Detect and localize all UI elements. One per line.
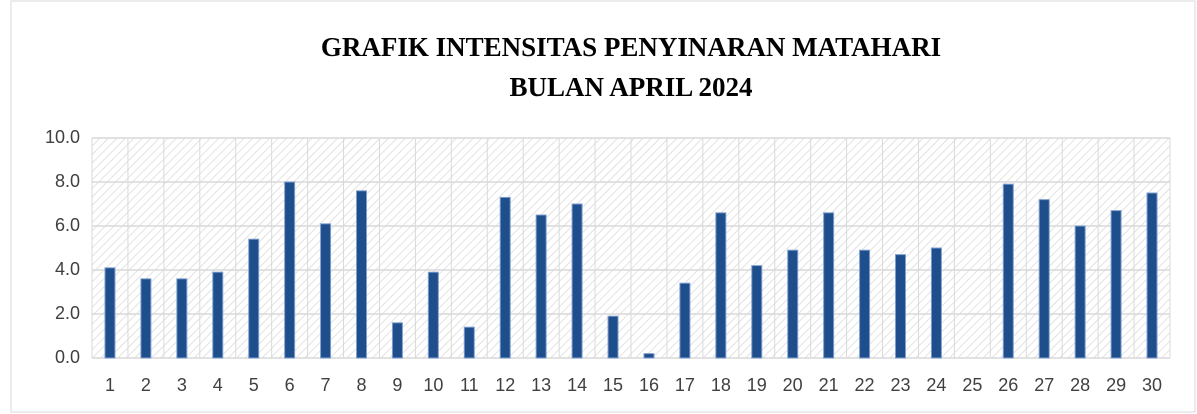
bar — [320, 223, 332, 359]
x-tick-label: 17 — [675, 375, 695, 395]
x-tick-label: 6 — [285, 375, 295, 395]
bar — [427, 271, 439, 359]
y-tick-label: 10.0 — [45, 127, 80, 147]
x-tick-label: 19 — [747, 375, 767, 395]
y-tick-label: 8.0 — [55, 171, 80, 191]
chart-title: GRAFIK INTENSITAS PENYINARAN MATAHARI — [321, 32, 941, 62]
bar — [1038, 199, 1050, 359]
y-tick-label: 4.0 — [55, 259, 80, 279]
x-tick-label: 27 — [1034, 375, 1054, 395]
bar — [643, 353, 655, 359]
x-tick-label: 1 — [105, 375, 115, 395]
y-tick-label: 0.0 — [55, 347, 80, 367]
bar — [1002, 183, 1014, 359]
bar — [895, 254, 906, 359]
chart-title: BULAN APRIL 2024 — [509, 72, 752, 102]
x-tick-label: 4 — [213, 375, 223, 395]
bar — [284, 181, 296, 359]
bar — [499, 196, 511, 359]
x-tick-label: 26 — [998, 375, 1018, 395]
y-tick-label: 2.0 — [55, 303, 80, 323]
bar — [140, 278, 152, 359]
bar — [751, 265, 763, 359]
x-tick-label: 23 — [890, 375, 910, 395]
bar — [859, 249, 871, 359]
bar — [715, 212, 727, 359]
x-tick-label: 25 — [962, 375, 982, 395]
bar — [607, 315, 619, 359]
bar — [930, 247, 942, 359]
bar — [1110, 210, 1122, 359]
bar — [104, 267, 116, 359]
x-tick-label: 12 — [495, 375, 515, 395]
x-tick-label: 28 — [1070, 375, 1090, 395]
x-tick-label: 10 — [423, 375, 443, 395]
x-tick-label: 30 — [1142, 375, 1162, 395]
x-tick-label: 3 — [177, 375, 187, 395]
x-tick-label: 7 — [321, 375, 331, 395]
x-tick-label: 13 — [531, 375, 551, 395]
x-tick-label: 8 — [356, 375, 366, 395]
x-tick-label: 5 — [249, 375, 259, 395]
bar — [823, 212, 835, 359]
x-tick-label: 18 — [711, 375, 731, 395]
bar — [1074, 225, 1086, 359]
x-tick-label: 21 — [819, 375, 839, 395]
x-tick-label: 15 — [603, 375, 623, 395]
y-tick-label: 6.0 — [55, 215, 80, 235]
x-tick-label: 16 — [639, 375, 659, 395]
x-tick-label: 22 — [855, 375, 875, 395]
x-tick-label: 2 — [141, 375, 151, 395]
bar — [463, 326, 475, 359]
bar — [176, 278, 188, 359]
bar — [787, 249, 799, 359]
bar — [535, 214, 547, 359]
bar — [679, 282, 691, 359]
x-tick-label: 20 — [783, 375, 803, 395]
bar — [356, 190, 367, 359]
bar — [248, 238, 260, 359]
bar — [571, 203, 583, 359]
bar — [212, 271, 224, 359]
bar — [1146, 192, 1158, 359]
x-tick-label: 14 — [567, 375, 587, 395]
x-tick-label: 29 — [1106, 375, 1126, 395]
bar — [391, 322, 403, 359]
x-tick-label: 24 — [926, 375, 946, 395]
x-tick-label: 11 — [460, 375, 479, 395]
x-tick-label: 9 — [392, 375, 402, 395]
